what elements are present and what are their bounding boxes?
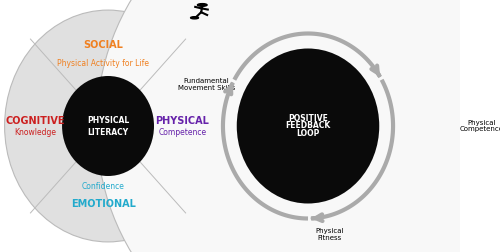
Text: PHYSICAL: PHYSICAL — [87, 116, 129, 125]
Text: Physical
Competence: Physical Competence — [460, 119, 500, 133]
Text: PHYSICAL: PHYSICAL — [156, 116, 210, 126]
Text: Fundamental
Movement Skills: Fundamental Movement Skills — [178, 78, 235, 91]
Text: LITERACY: LITERACY — [88, 128, 128, 137]
Ellipse shape — [190, 17, 198, 19]
Text: FEEDBACK: FEEDBACK — [286, 121, 331, 131]
Ellipse shape — [4, 10, 212, 242]
Ellipse shape — [62, 76, 154, 176]
Text: LOOP: LOOP — [296, 129, 320, 138]
Ellipse shape — [96, 0, 500, 252]
Ellipse shape — [237, 48, 380, 204]
Text: Knowledge: Knowledge — [14, 128, 56, 137]
Text: Confidence: Confidence — [82, 182, 125, 191]
Ellipse shape — [472, 46, 482, 48]
Text: Competence: Competence — [158, 128, 206, 137]
Text: Physical Activity for Life: Physical Activity for Life — [58, 59, 150, 68]
Text: COGNITIVE: COGNITIVE — [6, 116, 66, 126]
Ellipse shape — [198, 4, 207, 6]
Text: EMOTIONAL: EMOTIONAL — [71, 199, 136, 209]
Text: Physical
Fitness: Physical Fitness — [315, 228, 344, 241]
Text: SOCIAL: SOCIAL — [84, 40, 124, 50]
Text: POSITIVE: POSITIVE — [288, 114, 328, 123]
